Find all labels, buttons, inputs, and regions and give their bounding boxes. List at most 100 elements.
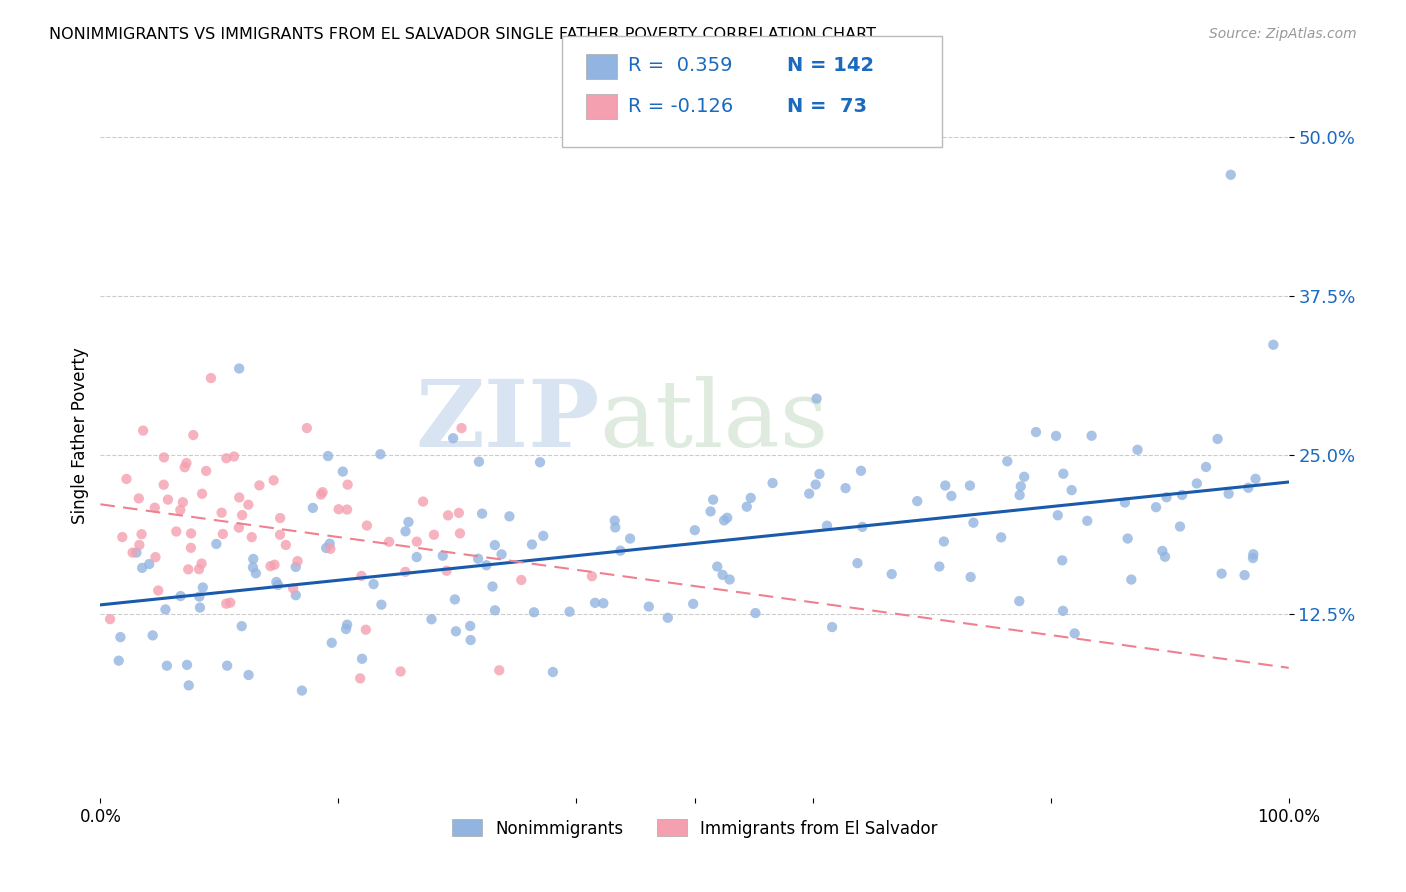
- Point: [846, 556, 869, 570]
- Point: [152, 477, 174, 491]
- Point: [231, 508, 253, 522]
- Point: [1241, 547, 1264, 561]
- Point: [1206, 432, 1229, 446]
- Point: [332, 465, 354, 479]
- Point: [138, 557, 160, 571]
- Point: [180, 541, 202, 555]
- Point: [269, 527, 291, 541]
- Point: [378, 534, 401, 549]
- Point: [398, 515, 420, 529]
- Point: [718, 573, 741, 587]
- Point: [834, 481, 856, 495]
- Point: [821, 620, 844, 634]
- Point: [128, 538, 150, 552]
- Point: [190, 557, 212, 571]
- Point: [281, 581, 304, 595]
- Point: [1076, 514, 1098, 528]
- Point: [682, 597, 704, 611]
- Point: [316, 449, 339, 463]
- Point: [1045, 429, 1067, 443]
- Point: [181, 428, 204, 442]
- Point: [336, 477, 359, 491]
- Point: [1080, 429, 1102, 443]
- Y-axis label: Single Father Poverty: Single Father Poverty: [72, 347, 89, 524]
- Point: [1144, 500, 1167, 515]
- Point: [609, 543, 631, 558]
- Point: [394, 524, 416, 539]
- Point: [444, 592, 467, 607]
- Point: [460, 633, 482, 648]
- Point: [450, 421, 472, 435]
- Point: [484, 538, 506, 552]
- Point: [799, 486, 821, 500]
- Point: [444, 624, 467, 639]
- Point: [699, 504, 721, 518]
- Point: [523, 605, 546, 619]
- Point: [449, 526, 471, 541]
- Point: [1050, 553, 1073, 567]
- Point: [200, 371, 222, 385]
- Point: [1008, 594, 1031, 608]
- Point: [263, 558, 285, 572]
- Point: [155, 602, 177, 616]
- Point: [962, 516, 984, 530]
- Point: [657, 611, 679, 625]
- Point: [315, 541, 337, 555]
- Point: [806, 392, 828, 406]
- Point: [156, 492, 179, 507]
- Point: [172, 495, 194, 509]
- Point: [228, 361, 250, 376]
- Point: [1116, 532, 1139, 546]
- Point: [188, 562, 211, 576]
- Point: [995, 454, 1018, 468]
- Point: [1241, 551, 1264, 566]
- Point: [541, 665, 564, 679]
- Point: [405, 550, 427, 565]
- Point: [1052, 467, 1074, 481]
- Point: [111, 530, 134, 544]
- Point: [467, 551, 489, 566]
- Point: [420, 612, 443, 626]
- Text: R = -0.126: R = -0.126: [628, 96, 734, 116]
- Point: [706, 559, 728, 574]
- Point: [291, 683, 314, 698]
- Point: [441, 431, 464, 445]
- Point: [336, 617, 359, 632]
- Text: N =  73: N = 73: [787, 96, 868, 116]
- Point: [394, 565, 416, 579]
- Point: [274, 538, 297, 552]
- Point: [735, 500, 758, 514]
- Point: [959, 478, 981, 492]
- Point: [1012, 469, 1035, 483]
- Point: [849, 464, 872, 478]
- Point: [808, 467, 831, 481]
- Point: [302, 500, 325, 515]
- Text: ZIP: ZIP: [415, 376, 599, 466]
- Point: [491, 547, 513, 561]
- Point: [1156, 490, 1178, 504]
- Point: [131, 561, 153, 575]
- Point: [319, 537, 342, 551]
- Text: Source: ZipAtlas.com: Source: ZipAtlas.com: [1209, 27, 1357, 41]
- Point: [437, 508, 460, 523]
- Point: [592, 596, 614, 610]
- Point: [1052, 604, 1074, 618]
- Point: [131, 527, 153, 541]
- Point: [370, 598, 392, 612]
- Point: [228, 491, 250, 505]
- Point: [228, 521, 250, 535]
- Point: [1211, 566, 1233, 581]
- Point: [1010, 479, 1032, 493]
- Point: [1114, 495, 1136, 509]
- Point: [143, 500, 166, 515]
- Point: [231, 619, 253, 633]
- Point: [1237, 481, 1260, 495]
- Point: [959, 570, 981, 584]
- Point: [488, 663, 510, 677]
- Point: [1218, 487, 1240, 501]
- Point: [242, 560, 264, 574]
- Point: [1046, 508, 1069, 523]
- Point: [713, 513, 735, 527]
- Point: [238, 498, 260, 512]
- Point: [259, 559, 281, 574]
